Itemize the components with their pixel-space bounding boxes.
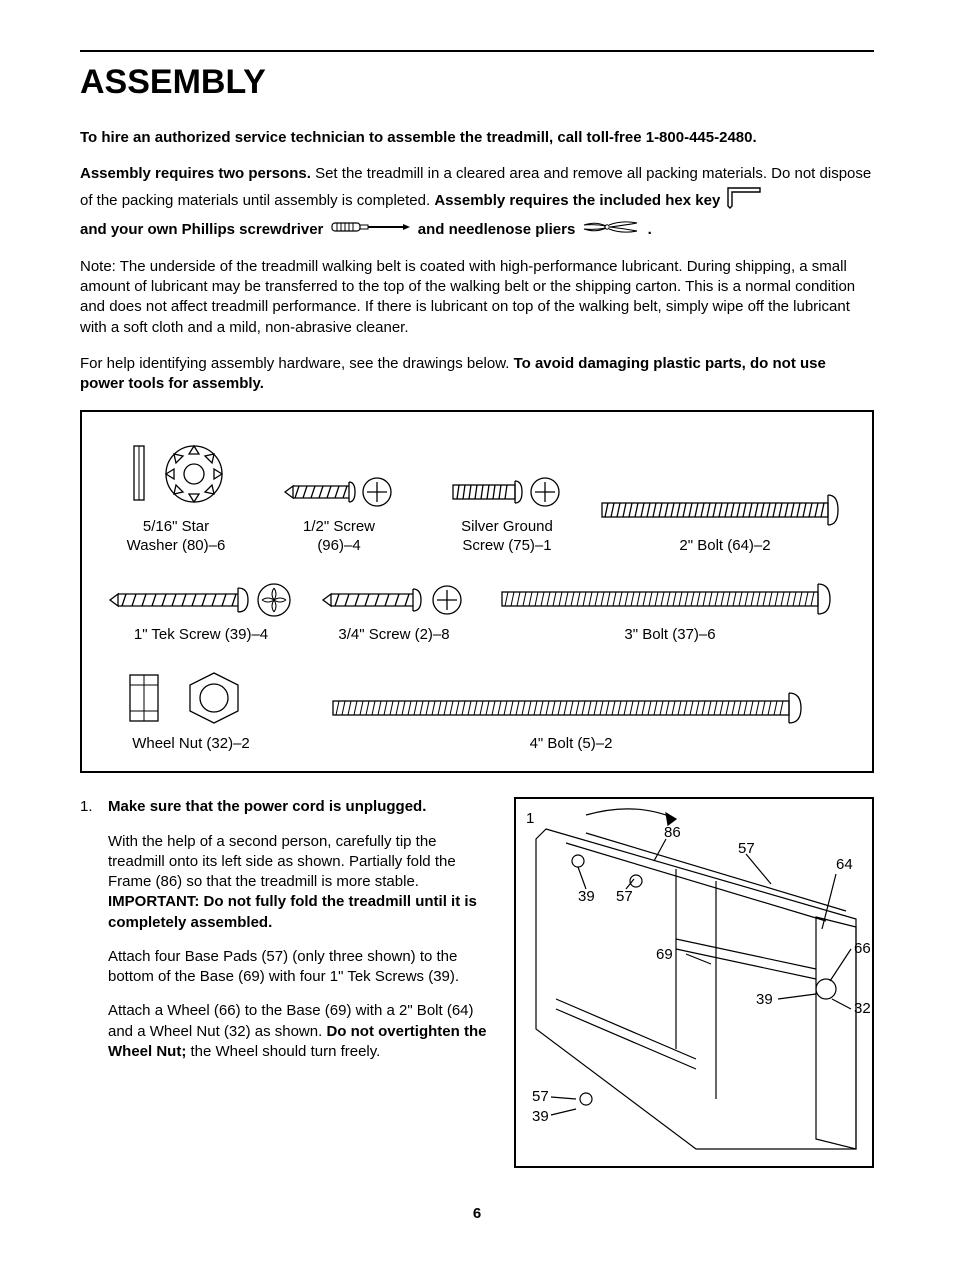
fig-label-57c: 57 <box>532 1088 549 1105</box>
step-1-p3c: the Wheel should turn freely. <box>186 1043 380 1060</box>
fig-label-64: 64 <box>836 856 853 873</box>
req-two-persons: Assembly requires two persons. <box>80 165 311 182</box>
hw-half-screw-label: 1/2" Screw (96)–4 <box>303 518 375 556</box>
hw-three-quarter-label: 3/4" Screw (2)–8 <box>338 626 449 645</box>
hardware-box: 5/16" Star Washer (80)–6 <box>80 410 874 773</box>
hw-silver-ground: Silver Ground Screw (75)–1 <box>432 472 582 556</box>
req-period: . <box>648 221 652 238</box>
step-1-figure: 1 86 57 64 39 57 69 66 39 32 57 39 <box>514 797 874 1167</box>
req-hexkey: Assembly requires the included hex key <box>434 192 720 209</box>
pliers-icon <box>582 219 640 241</box>
requirements-para: Assembly requires two persons. Set the t… <box>80 164 874 241</box>
step-1-p2: Attach four Base Pads (57) (only three s… <box>108 947 496 988</box>
fig-label-1: 1 <box>526 810 534 827</box>
lubricant-note: Note: The underside of the treadmill wal… <box>80 257 874 338</box>
hw-bolt-2: 2" Bolt (64)–2 <box>600 489 850 556</box>
hw-star-washer-label: 5/16" Star Washer (80)–6 <box>127 518 226 556</box>
fig-label-66: 66 <box>854 940 871 957</box>
hw-bolt-4-label: 4" Bolt (5)–2 <box>530 735 613 754</box>
hexkey-icon <box>724 184 766 218</box>
hw-bolt-3: 3" Bolt (37)–6 <box>492 578 848 645</box>
page-title: ASSEMBLY <box>80 60 874 106</box>
hw-bolt-3-label: 3" Bolt (37)–6 <box>624 626 715 645</box>
step-1-p3: Attach a Wheel (66) to the Base (69) wit… <box>108 1001 496 1062</box>
req-pliers: and needlenose pliers <box>418 221 576 238</box>
screwdriver-icon <box>331 220 411 240</box>
step-1-heading: Make sure that the power cord is unplugg… <box>108 798 426 815</box>
step-1-p1a: With the help of a second person, carefu… <box>108 833 456 891</box>
hw-tek-screw: 1" Tek Screw (39)–4 <box>106 580 296 645</box>
fig-label-39c: 39 <box>532 1108 549 1125</box>
hw-silver-ground-label: Silver Ground Screw (75)–1 <box>461 518 553 556</box>
step-1: 1. Make sure that the power cord is unpl… <box>80 797 874 1167</box>
hw-tek-screw-label: 1" Tek Screw (39)–4 <box>134 626 268 645</box>
step-1-p1: With the help of a second person, carefu… <box>108 832 496 933</box>
hw-three-quarter: 3/4" Screw (2)–8 <box>314 580 474 645</box>
fig-label-32: 32 <box>854 1000 871 1017</box>
req-screwdriver: and your own Phillips screwdriver <box>80 221 323 238</box>
fig-label-39b: 39 <box>756 991 773 1008</box>
hw-intro-a: For help identifying assembly hardware, … <box>80 355 514 372</box>
hw-half-screw: 1/2" Screw (96)–4 <box>264 472 414 556</box>
fig-label-69: 69 <box>656 946 673 963</box>
hw-bolt-2-label: 2" Bolt (64)–2 <box>679 537 770 556</box>
step-1-number: 1. <box>80 797 98 1076</box>
fig-label-86: 86 <box>664 824 681 841</box>
page-number: 6 <box>80 1204 874 1224</box>
step-1-p1b: IMPORTANT: Do not fully fold the treadmi… <box>108 893 477 930</box>
hw-wheel-nut-label: Wheel Nut (32)–2 <box>132 735 250 754</box>
fig-label-57a: 57 <box>738 840 755 857</box>
hw-bolt-4: 4" Bolt (5)–2 <box>294 687 848 754</box>
hw-wheel-nut: Wheel Nut (32)–2 <box>106 667 276 754</box>
fig-label-39a: 39 <box>578 888 595 905</box>
fig-label-57b: 57 <box>616 888 633 905</box>
hire-line: To hire an authorized service technician… <box>80 128 874 148</box>
hardware-intro: For help identifying assembly hardware, … <box>80 354 874 395</box>
hw-star-washer: 5/16" Star Washer (80)–6 <box>106 440 246 556</box>
